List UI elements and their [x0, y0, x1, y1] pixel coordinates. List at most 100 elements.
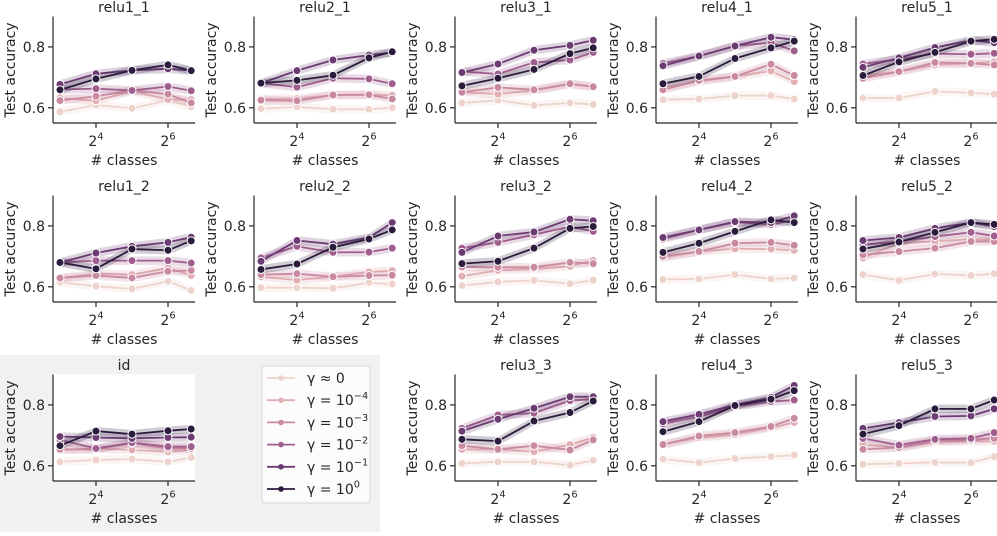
- data-point: [694, 246, 704, 256]
- x-tick-label-exp: 6: [169, 132, 175, 143]
- data-point: [529, 243, 539, 253]
- y-tick-label: 0.6: [425, 101, 447, 117]
- data-point: [658, 95, 668, 105]
- y-tick-label: 0.6: [626, 459, 648, 475]
- data-point: [328, 104, 338, 114]
- x-tick-label: 26: [963, 311, 978, 329]
- data-point: [364, 271, 374, 281]
- y-tick-label: 0.8: [425, 219, 447, 235]
- y-tick-label: 0.8: [224, 219, 246, 235]
- series-0: [256, 102, 397, 114]
- legend-label-base: γ ≈ 0: [307, 371, 345, 387]
- confidence-band: [663, 414, 795, 449]
- data-point: [930, 57, 940, 67]
- data-point: [658, 79, 668, 89]
- y-tick-label: 0.6: [224, 280, 246, 296]
- x-tick-label-base: 2: [289, 313, 298, 329]
- series-0: [658, 450, 799, 468]
- series-2: [457, 257, 598, 272]
- data-point: [766, 452, 776, 462]
- x-tick-label: 24: [490, 311, 505, 329]
- legend-marker: [278, 441, 284, 448]
- x-tick-label-base: 2: [691, 492, 700, 508]
- data-point: [186, 453, 196, 463]
- legend-entry: γ = 10−2: [267, 435, 368, 454]
- data-point: [529, 45, 539, 55]
- data-point: [457, 271, 467, 281]
- data-point: [789, 413, 799, 423]
- data-point: [989, 395, 997, 405]
- y-tick-label: 0.6: [826, 280, 848, 296]
- data-point: [387, 94, 397, 104]
- y-tick-label: 0.8: [425, 40, 447, 56]
- x-tick-label-base: 2: [361, 134, 370, 150]
- x-tick-label: 26: [763, 311, 778, 329]
- x-tick-label-base: 2: [691, 313, 700, 329]
- data-point: [930, 457, 940, 467]
- series-0: [658, 270, 799, 284]
- data-point: [930, 434, 940, 444]
- x-tick-label-base: 2: [160, 313, 169, 329]
- data-point: [789, 240, 799, 250]
- series-0: [658, 91, 799, 105]
- data-point: [894, 440, 904, 450]
- legend-label-exp: −3: [354, 413, 368, 424]
- data-point: [966, 433, 976, 443]
- data-point: [493, 436, 503, 446]
- legend-marker: [278, 419, 284, 426]
- x-axis-label: # classes: [91, 153, 158, 169]
- data-point: [789, 218, 799, 228]
- series-4: [457, 392, 598, 436]
- x-axis-label: # classes: [894, 153, 961, 169]
- data-point: [966, 36, 976, 46]
- data-point: [588, 275, 598, 285]
- confidence-band: [663, 238, 795, 261]
- data-point: [493, 277, 503, 287]
- x-tick-label-base: 2: [88, 492, 97, 508]
- x-tick-label: 26: [160, 490, 175, 508]
- data-point: [789, 71, 799, 81]
- data-point: [328, 283, 338, 293]
- data-point: [529, 64, 539, 74]
- data-point: [55, 85, 65, 95]
- legend-entry: γ = 10−1: [267, 458, 368, 476]
- data-point: [292, 269, 302, 279]
- x-tick-label: 24: [691, 490, 706, 508]
- data-point: [694, 417, 704, 427]
- data-point: [292, 259, 302, 269]
- data-point: [387, 225, 397, 235]
- x-tick-label-exp: 4: [499, 490, 505, 501]
- data-point: [989, 60, 997, 70]
- data-point: [730, 428, 740, 438]
- data-point: [588, 43, 598, 53]
- panel-title: relu1_2: [98, 179, 150, 195]
- legend-marker: [278, 397, 284, 404]
- data-point: [694, 94, 704, 104]
- x-tick-label-exp: 4: [499, 311, 505, 322]
- panel-title: relu5_3: [901, 358, 953, 374]
- y-axis-label: Test accuracy: [405, 201, 421, 297]
- data-point: [858, 236, 868, 246]
- data-point: [387, 270, 397, 280]
- series-5: [658, 215, 799, 257]
- data-point: [127, 244, 137, 254]
- y-tick-label: 0.6: [23, 280, 45, 296]
- x-tick-label-base: 2: [361, 313, 370, 329]
- data-point: [457, 81, 467, 91]
- x-tick-label-exp: 6: [972, 132, 978, 143]
- data-point: [55, 457, 65, 467]
- series-5: [658, 386, 799, 437]
- data-point: [894, 93, 904, 103]
- data-point: [186, 236, 196, 246]
- data-point: [186, 98, 196, 108]
- x-tick-label: 26: [562, 490, 577, 508]
- confidence-band: [462, 79, 594, 97]
- data-point: [989, 452, 997, 462]
- data-point: [966, 58, 976, 68]
- y-tick-label: 0.6: [626, 101, 648, 117]
- data-point: [163, 457, 173, 467]
- confidence-band: [462, 48, 594, 79]
